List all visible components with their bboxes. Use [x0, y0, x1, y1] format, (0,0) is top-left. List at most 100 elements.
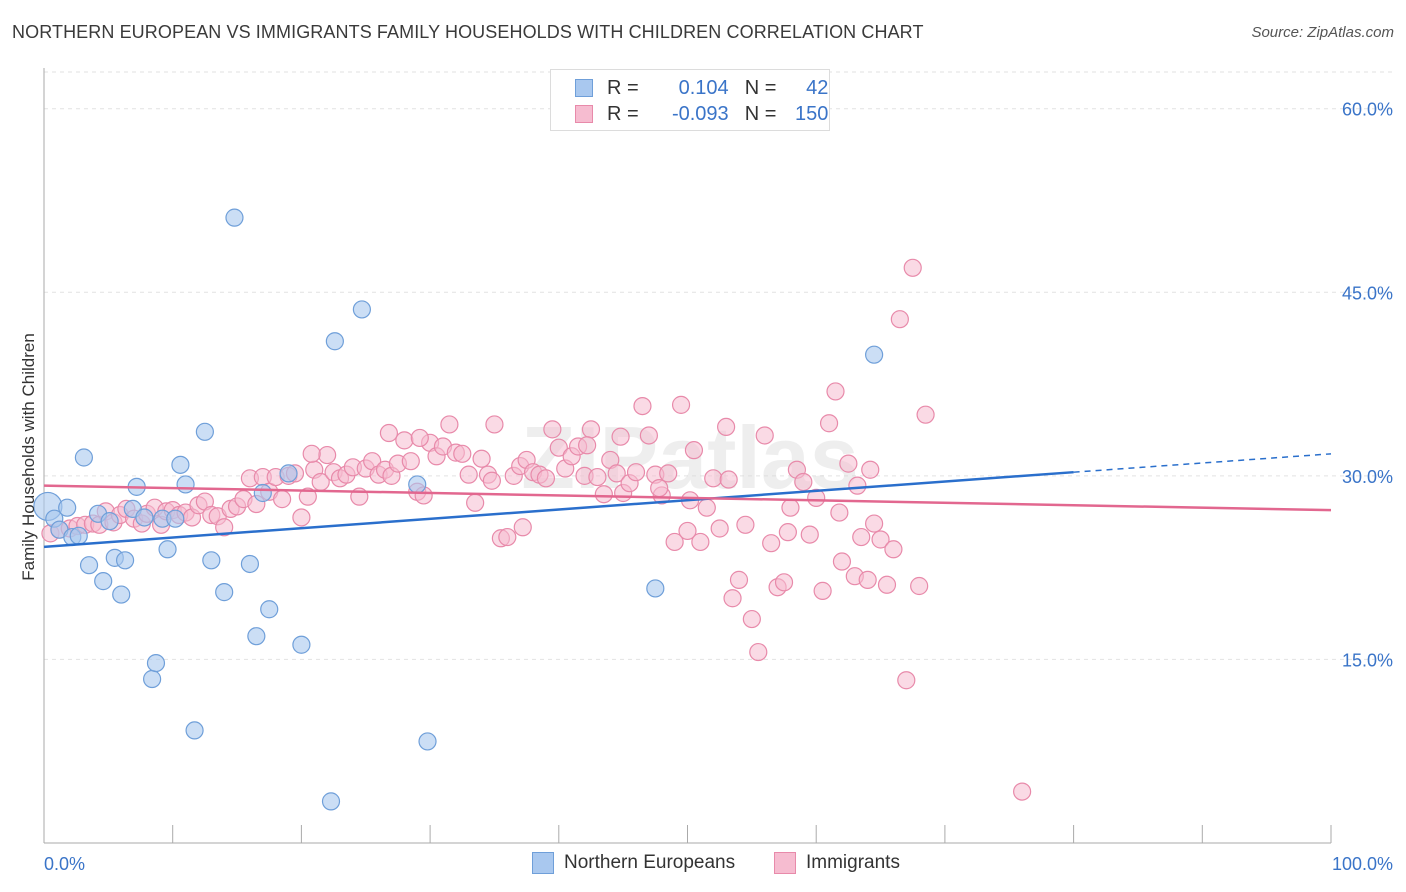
immigrants-point — [318, 445, 337, 465]
legend-row-immigrants: R = -0.093 N = 150 — [575, 101, 828, 127]
northern-europeans-points — [33, 208, 884, 811]
immigrants-point — [581, 420, 601, 439]
immigrants-point — [292, 508, 311, 527]
immigrants-point — [578, 436, 597, 455]
legend-row-northern-europeans: R = 0.104 N = 42 — [575, 75, 828, 101]
northern-europeans-point — [171, 455, 190, 474]
immigrants-point — [729, 570, 749, 589]
immigrants-point — [910, 576, 929, 596]
immigrants-point — [513, 518, 532, 537]
x-tick-label: 100.0% — [1332, 854, 1393, 874]
immigrants-point — [719, 470, 738, 489]
immigrants-point — [832, 552, 852, 571]
blue-swatch — [575, 79, 593, 97]
immigrants-point — [826, 382, 845, 401]
northern-europeans-point — [646, 579, 665, 598]
immigrants-point — [691, 532, 710, 552]
r-value: 0.104 — [678, 76, 729, 99]
northern-europeans-point — [279, 464, 298, 483]
immigrants-point — [813, 581, 832, 600]
immigrants-point — [897, 671, 916, 690]
y-tick-label: 15.0% — [1342, 650, 1393, 670]
immigrants-point — [607, 464, 626, 483]
pink-swatch — [774, 852, 796, 874]
northern-europeans-trend-line — [43, 470, 1074, 549]
immigrants-point — [215, 518, 234, 537]
northern-europeans-point — [247, 627, 266, 646]
immigrants-point — [697, 498, 716, 517]
immigrants-point — [684, 441, 704, 460]
northern-europeans-point — [225, 208, 244, 227]
northern-europeans-point — [79, 556, 99, 575]
blue-swatch — [532, 852, 554, 874]
immigrants-point — [704, 469, 723, 488]
immigrants-point — [755, 426, 774, 445]
immigrants-point — [800, 525, 819, 544]
immigrants-points — [41, 258, 1032, 801]
axes — [43, 68, 1332, 844]
immigrants-point — [794, 472, 813, 492]
immigrants-point — [830, 503, 849, 522]
northern-europeans-point — [143, 669, 162, 689]
northern-europeans-point — [58, 498, 77, 517]
northern-europeans-point — [253, 483, 272, 503]
immigrants-point — [549, 438, 568, 457]
immigrants-point — [536, 469, 556, 488]
n-label: N = — [744, 102, 777, 125]
immigrants-point — [736, 515, 755, 534]
immigrants-point — [472, 449, 491, 468]
immigrants-point — [626, 463, 646, 482]
immigrants-point — [611, 427, 630, 446]
legend-label: Immigrants — [806, 852, 900, 873]
immigrants-point — [272, 490, 292, 509]
immigrants-point — [498, 527, 517, 547]
northern-europeans-point — [158, 540, 177, 559]
immigrants-point — [781, 498, 800, 517]
immigrants-point — [749, 642, 768, 662]
northern-europeans-point — [865, 345, 884, 364]
y-tick-label: 60.0% — [1342, 100, 1393, 120]
immigrants-point — [395, 431, 414, 450]
n-label: N = — [744, 76, 777, 99]
immigrants-point — [671, 395, 691, 414]
trend-lines — [43, 453, 1332, 549]
northern-europeans-point — [418, 732, 437, 751]
immigrants-point — [665, 532, 684, 552]
tick-labels: 15.0% 30.0% 45.0% 60.0% 0.0% 100.0% — [44, 100, 1393, 874]
immigrants-point — [594, 485, 613, 504]
northern-europeans-point — [176, 475, 195, 494]
immigrants-point — [543, 420, 562, 439]
immigrants-point — [852, 527, 871, 547]
immigrants-point — [482, 471, 501, 490]
immigrants-point — [588, 467, 607, 487]
y-axis-label: Family Households with Children — [19, 333, 38, 581]
immigrants-point — [440, 415, 459, 434]
r-label: R = — [607, 102, 639, 125]
northern-europeans-point — [292, 635, 311, 654]
immigrants-point — [807, 488, 826, 507]
immigrants-point — [890, 310, 909, 329]
source-label: Source: ZipAtlas.com — [1251, 24, 1394, 41]
northern-europeans-point — [352, 300, 371, 319]
legend-northern-europeans: Northern Europeans — [532, 852, 735, 874]
r-label: R = — [607, 76, 639, 99]
immigrants-point — [774, 573, 794, 592]
n-value: 42 — [806, 76, 829, 99]
y-tick-label: 45.0% — [1342, 283, 1393, 303]
northern-europeans-point — [185, 721, 204, 740]
northern-europeans-point — [195, 422, 214, 441]
northern-europeans-point — [166, 509, 185, 528]
northern-europeans-point — [94, 572, 113, 591]
immigrants-point — [865, 514, 884, 533]
northern-europeans-trend-extension — [1073, 453, 1332, 473]
immigrants-point — [485, 415, 504, 434]
immigrants-point — [650, 478, 669, 498]
x-tick-label: 0.0% — [44, 854, 85, 874]
immigrants-point — [401, 452, 420, 471]
y-tick-label: 30.0% — [1342, 467, 1393, 487]
northern-europeans-point — [202, 551, 221, 570]
immigrants-point — [884, 540, 903, 559]
immigrants-point — [659, 464, 678, 483]
northern-europeans-point — [74, 448, 93, 467]
